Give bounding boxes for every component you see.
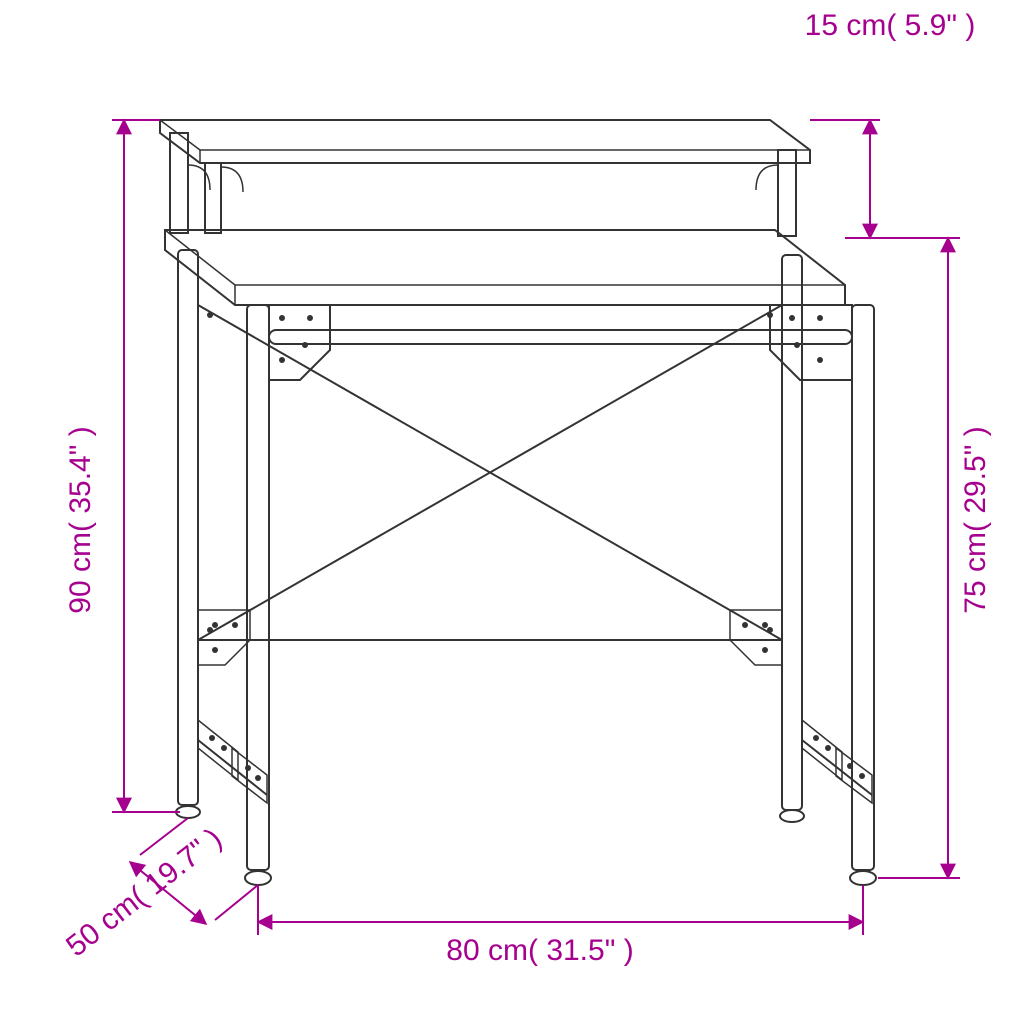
dim-top-shelf: 15 cm( 5.9" ) <box>805 9 976 42</box>
dim-depth: 50 cm( 19.7" ) <box>60 822 228 963</box>
product-outline <box>160 120 876 885</box>
dim-desk-height: 75 cm( 29.5" ) <box>959 426 992 613</box>
dim-width: 80 cm( 31.5" ) <box>446 934 633 967</box>
dim-height-full: 90 cm( 35.4" ) <box>64 426 97 613</box>
